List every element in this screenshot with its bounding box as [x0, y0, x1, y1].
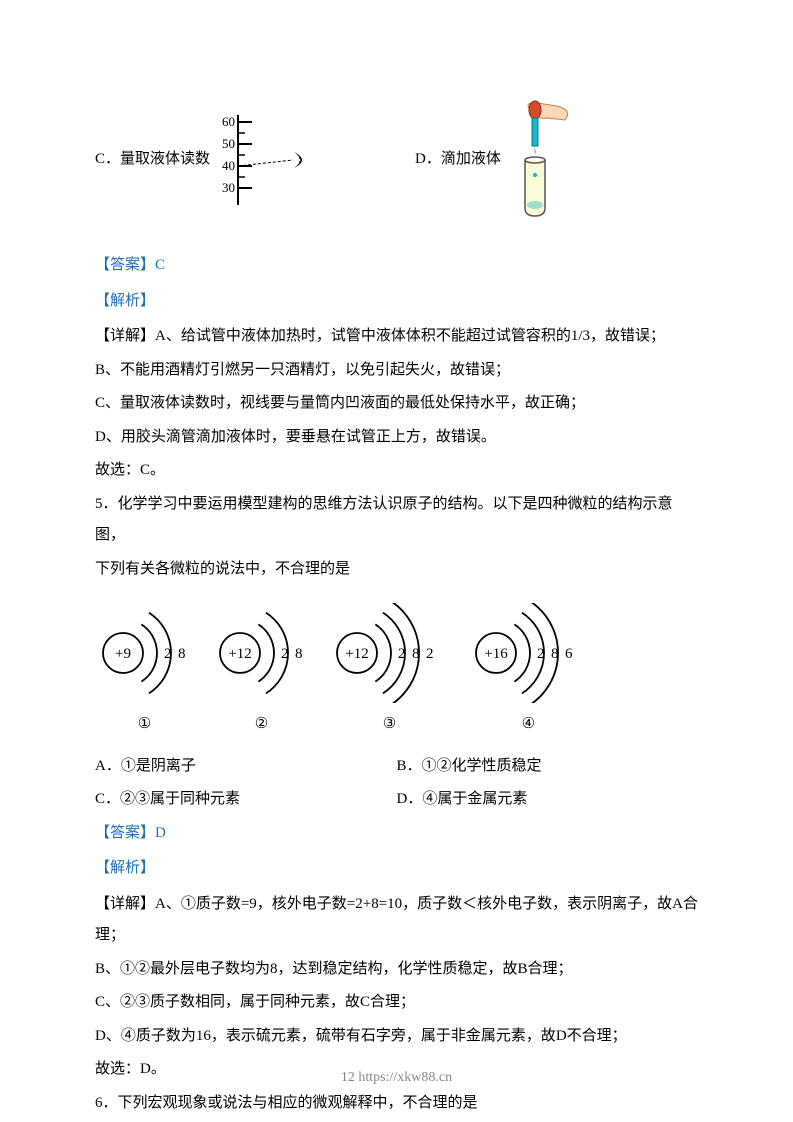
atom-label: ④: [522, 709, 535, 741]
q5-exp-line: B、①②最外层电子数均为8，达到稳定结构，化学性质稳定，故B合理；: [95, 954, 698, 986]
q5-stem-2: 下列有关各微粒的说法中，不合理的是: [95, 554, 698, 586]
atom-diagram: +1228②: [212, 603, 311, 741]
svg-text:+9: +9: [115, 646, 131, 662]
page-footer: 12 https://xkw88.cn: [0, 1063, 793, 1092]
q5-option-c: C．②③属于同种元素: [95, 784, 397, 816]
dropper-tube-icon: [507, 100, 577, 220]
q4-answer: 【答案】C: [95, 250, 698, 282]
q5-analysis-label: 【解析】: [95, 853, 698, 885]
graduated-cylinder-icon: 60 50 40 30: [218, 110, 313, 210]
q4-option-c: C．量取液体读数 60 50 40 30: [95, 110, 415, 210]
svg-text:+12: +12: [345, 646, 368, 662]
tick-40: 40: [222, 158, 235, 173]
q5-stem-1: 5．化学学习中要运用模型建构的思维方法认识原子的结构。以下是四种微粒的结构示意图…: [95, 489, 698, 552]
atom-label: ①: [138, 709, 151, 741]
q4-exp-line: B、不能用酒精灯引燃另一只酒精灯，以免引起失火，故错误；: [95, 355, 698, 387]
tick-50: 50: [222, 136, 235, 151]
q4-analysis-label: 【解析】: [95, 286, 698, 318]
atom-label: ③: [383, 709, 396, 741]
atom-diagram: +12282③: [329, 603, 450, 741]
q4-explanation: 【详解】A、给试管中液体加热时，试管中液体体积不能超过试管容积的1/3，故错误；…: [95, 321, 698, 487]
atom-diagram: +928①: [95, 603, 194, 741]
atom-label: ②: [255, 709, 268, 741]
q5-answer: 【答案】D: [95, 818, 698, 850]
svg-text:8: 8: [178, 646, 186, 662]
svg-text:6: 6: [565, 646, 573, 662]
q4-options-cd: C．量取液体读数 60 50 40 30 D．滴加液体: [95, 100, 698, 220]
q5-option-b: B．①②化学性质稳定: [397, 751, 699, 783]
q4-option-d: D．滴加液体: [415, 100, 577, 220]
tick-30: 30: [222, 180, 235, 195]
q4-optc-text: C．量取液体读数: [95, 144, 210, 176]
q5-exp-line: D、④质子数为16，表示硫元素，硫带有石字旁，属于非金属元素，故D不合理；: [95, 1021, 698, 1053]
q5-exp-line: C、②③质子数相同，属于同种元素，故C合理；: [95, 987, 698, 1019]
q5-option-a: A．①是阴离子: [95, 751, 397, 783]
q4-exp-line: 故选：C。: [95, 455, 698, 487]
svg-text:+12: +12: [228, 646, 251, 662]
svg-text:+16: +16: [484, 646, 508, 662]
q4-exp-line: 【详解】A、给试管中液体加热时，试管中液体体积不能超过试管容积的1/3，故错误；: [95, 321, 698, 353]
q5-explanation: 【详解】A、①质子数=9，核外电子数=2+8=10，质子数＜核外电子数，表示阴离…: [95, 889, 698, 1086]
q4-exp-line: D、用胶头滴管滴加液体时，要垂悬在试管正上方，故错误。: [95, 422, 698, 454]
q5-option-d: D．④属于金属元素: [397, 784, 699, 816]
q4-exp-line: C、量取液体读数时，视线要与量筒内凹液面的最低处保持水平，故正确；: [95, 388, 698, 420]
q4-optd-text: D．滴加液体: [415, 144, 501, 176]
atom-diagram: +16286④: [468, 603, 589, 741]
atom-diagrams-row: +928①+1228②+12282③+16286④: [95, 603, 698, 741]
svg-text:2: 2: [426, 646, 434, 662]
tick-60: 60: [222, 114, 235, 129]
q5-exp-line: 【详解】A、①质子数=9，核外电子数=2+8=10，质子数＜核外电子数，表示阴离…: [95, 889, 698, 952]
q6-stem: 6．下列宏观现象或说法与相应的微观解释中，不合理的是: [95, 1088, 698, 1120]
q5-options: A．①是阴离子 B．①②化学性质稳定 C．②③属于同种元素 D．④属于金属元素: [95, 751, 698, 818]
svg-text:8: 8: [295, 646, 303, 662]
